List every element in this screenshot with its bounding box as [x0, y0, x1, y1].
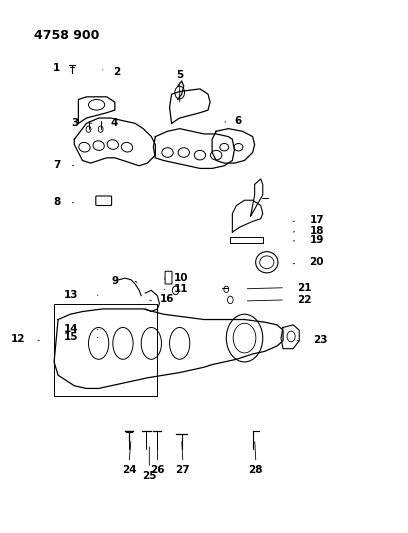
Text: 4: 4: [111, 118, 118, 128]
Text: 27: 27: [175, 465, 190, 475]
Text: 26: 26: [150, 465, 165, 475]
Text: 6: 6: [234, 116, 242, 126]
Text: 11: 11: [174, 284, 188, 294]
Text: 21: 21: [297, 282, 312, 293]
Text: 2: 2: [113, 67, 120, 77]
Text: 8: 8: [53, 197, 60, 207]
Text: 24: 24: [122, 465, 136, 475]
Text: 1: 1: [53, 63, 60, 72]
Text: 4758 900: 4758 900: [34, 29, 99, 42]
Text: 23: 23: [313, 335, 328, 345]
Text: 14: 14: [64, 324, 78, 334]
Text: 3: 3: [71, 118, 78, 128]
Text: 12: 12: [11, 334, 26, 344]
Text: 25: 25: [142, 471, 157, 481]
Text: 18: 18: [309, 226, 324, 236]
Text: 5: 5: [176, 70, 183, 80]
Text: 16: 16: [160, 294, 174, 304]
Text: 19: 19: [309, 235, 324, 245]
Text: 9: 9: [112, 276, 119, 286]
Text: 15: 15: [64, 332, 78, 342]
Text: 10: 10: [174, 273, 188, 283]
Text: 17: 17: [309, 215, 324, 225]
Text: 13: 13: [64, 289, 78, 300]
Bar: [54, 304, 157, 397]
Text: 22: 22: [297, 295, 312, 305]
Text: 7: 7: [53, 160, 60, 169]
Text: 20: 20: [309, 257, 324, 267]
Text: 28: 28: [248, 465, 263, 475]
